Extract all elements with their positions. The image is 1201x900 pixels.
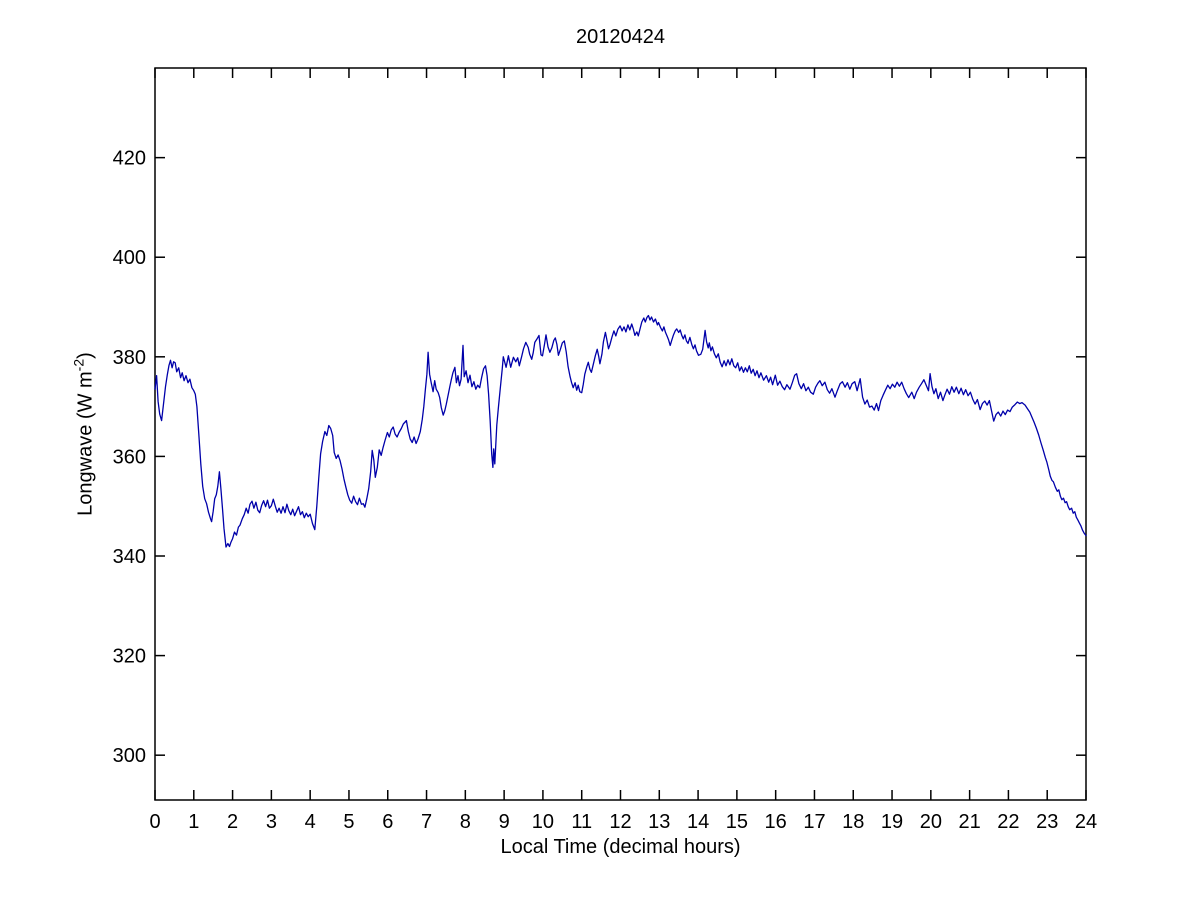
- x-tick-label: 13: [648, 811, 670, 833]
- chart-title: 20120424: [576, 26, 665, 48]
- y-axis-label-superscript: -2: [70, 358, 87, 372]
- y-axis-label-text: Longwave (W m: [74, 371, 97, 516]
- x-tick-label: 9: [499, 811, 510, 833]
- axis-box: [154, 67, 1087, 801]
- x-tick-label: 5: [343, 811, 354, 833]
- y-axis-label: Longwave (W m-2): [71, 352, 98, 516]
- x-tick-label: 3: [266, 811, 277, 833]
- y-tick-label: 320: [113, 646, 146, 668]
- y-axis-label-suffix: ): [74, 352, 97, 359]
- x-tick-label: 18: [842, 811, 864, 833]
- x-tick-label: 16: [765, 811, 787, 833]
- y-tick-label: 340: [113, 546, 146, 568]
- y-tick-label: 420: [113, 148, 146, 170]
- x-tick-label: 11: [571, 811, 592, 833]
- x-tick-label: 8: [460, 811, 471, 833]
- x-tick-label: 14: [687, 811, 709, 833]
- x-tick-label: 4: [305, 811, 316, 833]
- x-tick-label: 0: [149, 811, 160, 833]
- longwave-data-line: [154, 314, 1087, 548]
- y-tick-label: 300: [113, 745, 146, 767]
- x-tick-label: 23: [1036, 811, 1058, 833]
- x-tick-label: 20: [920, 811, 942, 833]
- x-tick-label: 17: [803, 811, 825, 833]
- y-tick-label: 380: [113, 347, 146, 369]
- x-tick-label: 12: [609, 811, 631, 833]
- x-tick-label: 1: [188, 811, 199, 833]
- x-tick-label: 19: [881, 811, 903, 833]
- x-tick-label: 21: [959, 811, 981, 833]
- x-tick-label: 15: [726, 811, 748, 833]
- y-tick-label: 400: [113, 247, 146, 269]
- x-tick-label: 6: [382, 811, 393, 833]
- x-tick-label: 2: [227, 811, 238, 833]
- y-tick-label: 360: [113, 446, 146, 468]
- x-tick-label: 24: [1075, 811, 1097, 833]
- x-tick-label: 22: [997, 811, 1019, 833]
- x-axis-label: Local Time (decimal hours): [500, 836, 741, 858]
- x-tick-label: 7: [421, 811, 432, 833]
- x-tick-label: 10: [532, 811, 554, 833]
